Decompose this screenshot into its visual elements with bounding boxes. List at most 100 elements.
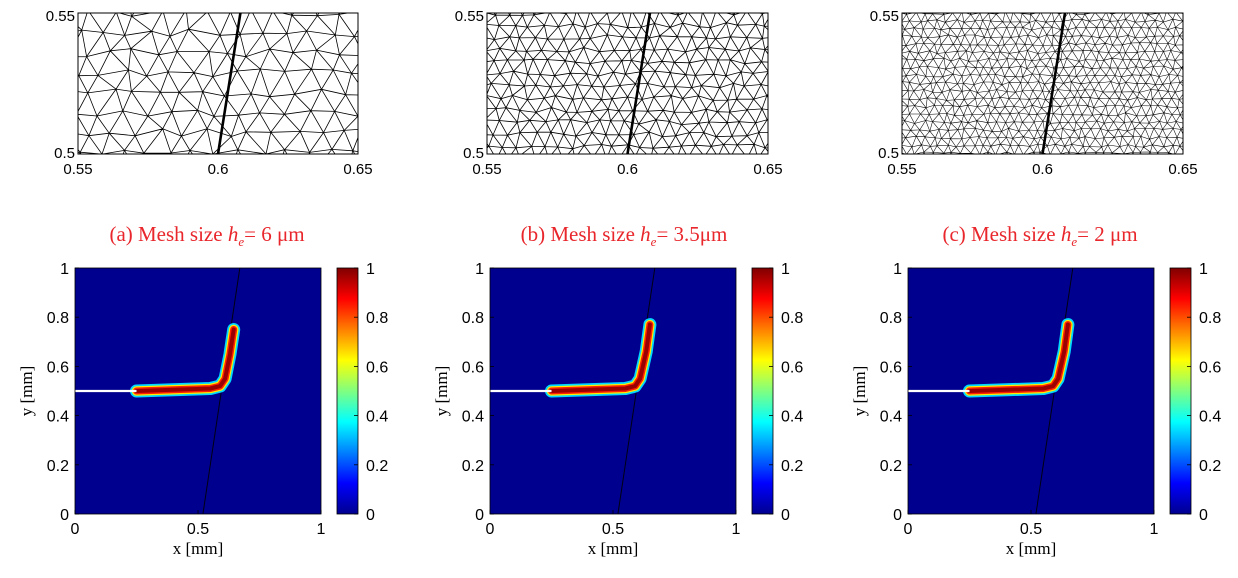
mesh-panels: 0.55 0.6 0.650.50.550.55 0.6 0.650.50.550.55… [46, 8, 1198, 178]
y-tick-label: 1 [893, 261, 902, 278]
x-tick-label: 0 [904, 521, 913, 538]
caption-b-sub: e [650, 234, 657, 250]
y-axis-label: y [mm] [432, 366, 451, 417]
caption-c-prefix: (c) Mesh size [942, 222, 1061, 246]
colorbar-tick-label: 0 [1199, 507, 1208, 524]
colorbar-tick-label: 0.6 [1199, 359, 1221, 376]
mesh-y-tick-label: 0.55 [870, 8, 899, 25]
x-axis-label: x [mm] [588, 539, 639, 558]
phase-field [908, 268, 1154, 514]
mesh-panel-b: 0.55 0.6 0.650.50.55 [455, 8, 783, 178]
y-tick-label: 0.2 [462, 458, 484, 475]
y-tick-label: 0.4 [462, 409, 484, 426]
phase-field [490, 268, 736, 514]
mesh-edges [902, 13, 1183, 154]
y-tick-label: 0.2 [47, 458, 69, 475]
mesh-x-tick-label: 0.55 [472, 161, 501, 178]
mesh-x-tick-label: 0.55 [63, 161, 92, 178]
y-tick-label: 1 [60, 261, 69, 278]
mesh-x-tick-label: 0.65 [343, 161, 372, 178]
colorbar-tick-label: 1 [366, 261, 375, 278]
mesh-triangulation [902, 13, 1183, 154]
y-tick-label: 0.6 [462, 359, 484, 376]
colorbar-tick-label: 0.2 [1199, 458, 1221, 475]
colorbar-tick-label: 0.4 [1199, 409, 1221, 426]
mesh-x-tick-label: 0.6 [208, 161, 229, 178]
caption-c-rest: = 2 μm [1077, 222, 1138, 246]
mesh-y-tick-label: 0.5 [878, 145, 899, 162]
colorbar-gradient [1169, 267, 1192, 515]
colorbar-gradient [336, 267, 359, 515]
caption-c-sub: e [1071, 234, 1078, 250]
mesh-x-tick-label: 0.65 [1168, 161, 1197, 178]
mesh-y-tick-label: 0.55 [46, 8, 75, 25]
caption-b-prefix: (b) Mesh size [520, 222, 641, 246]
colorbar-tick-label: 1 [781, 261, 790, 278]
interface-line [216, 13, 242, 154]
colorbar-tick-label: 0.8 [366, 310, 388, 327]
mesh-y-tick-label: 0.5 [463, 145, 484, 162]
caption-a-prefix: (a) Mesh size [109, 222, 228, 246]
y-tick-label: 0.8 [880, 310, 902, 327]
caption-a-rest: = 6 μm [244, 222, 305, 246]
x-tick-label: 0.5 [1020, 521, 1042, 538]
y-tick-label: 0 [893, 507, 902, 524]
mesh-panel-c: 0.55 0.6 0.650.50.55 [870, 8, 1198, 178]
y-tick-label: 0.6 [880, 359, 902, 376]
colorbar-tick-label: 0.6 [366, 359, 388, 376]
caption-b: (b) Mesh size he= 3.5μm [454, 222, 794, 250]
caption-b-var: h [640, 222, 651, 246]
mesh-y-tick-label: 0.5 [54, 145, 75, 162]
colorbar-tick-label: 0.2 [366, 458, 388, 475]
colorbar: 0 0.2 0.4 0.6 0.8 1 [336, 261, 388, 524]
y-tick-label: 0.4 [47, 409, 69, 426]
crack-core [967, 322, 1070, 393]
y-tick-label: 0.8 [47, 310, 69, 327]
y-tick-label: 0 [475, 507, 484, 524]
y-tick-label: 0.4 [880, 409, 902, 426]
colorbar-tick-label: 0.2 [781, 458, 803, 475]
mesh-triangulation [487, 13, 768, 154]
caption-a-sub: e [238, 234, 245, 250]
x-axis-label: x [mm] [1006, 539, 1057, 558]
caption-c-var: h [1060, 222, 1072, 246]
colorbar-tick-label: 0.4 [366, 409, 388, 426]
interface-line [626, 13, 652, 154]
caption-b-rest: = 3.5μm [656, 222, 728, 246]
mesh-panel-a: 0.55 0.6 0.650.50.55 [46, 8, 373, 178]
heatmap-panel-a: 0 0.5 1 0 0.2 0.4 0.6 0.8 1 x [mm] y [mm] 0 0.2 0.4 0.… [17, 261, 388, 558]
x-tick-label: 0 [71, 521, 80, 538]
mesh-x-tick-label: 0.55 [887, 161, 916, 178]
colorbar: 0 0.2 0.4 0.6 0.8 1 [1169, 261, 1221, 524]
mesh-triangulation [78, 13, 358, 154]
x-tick-label: 0.5 [187, 521, 209, 538]
mesh-x-tick-label: 0.6 [617, 161, 638, 178]
colorbar-tick-label: 0.8 [1199, 310, 1221, 327]
caption-a: (a) Mesh size he= 6 μm [37, 222, 377, 250]
y-tick-label: 0.8 [462, 310, 484, 327]
crack-core [134, 327, 236, 393]
colorbar-gradient [751, 267, 774, 515]
colorbar-tick-label: 1 [1199, 261, 1208, 278]
mesh-x-tick-label: 0.6 [1032, 161, 1053, 178]
x-tick-label: 1 [732, 521, 741, 538]
y-tick-label: 0 [60, 507, 69, 524]
colorbar-tick-label: 0 [366, 507, 375, 524]
phase-field [75, 268, 321, 514]
heatmap-panel-b: 0 0.5 1 0 0.2 0.4 0.6 0.8 1 x [mm] y [mm] 0 0.2 0.4 0.… [432, 261, 803, 558]
caption-c: (c) Mesh size he= 2 μm [870, 222, 1210, 250]
x-tick-label: 1 [1150, 521, 1159, 538]
colorbar: 0 0.2 0.4 0.6 0.8 1 [751, 261, 803, 524]
colorbar-tick-label: 0 [781, 507, 790, 524]
mesh-edges [78, 13, 358, 154]
mesh-axes-box [901, 12, 1184, 155]
crack-core [549, 322, 652, 393]
y-tick-label: 1 [475, 261, 484, 278]
x-tick-label: 0.5 [602, 521, 624, 538]
interface-line [1041, 13, 1067, 154]
y-axis-label: y [mm] [850, 366, 869, 417]
x-axis-label: x [mm] [173, 539, 224, 558]
heatmap-panel-c: 0 0.5 1 0 0.2 0.4 0.6 0.8 1 x [mm] y [mm] 0 0.2 0.4 0.… [850, 261, 1221, 558]
y-axis-label: y [mm] [17, 366, 36, 417]
mesh-axes-box [486, 12, 769, 155]
